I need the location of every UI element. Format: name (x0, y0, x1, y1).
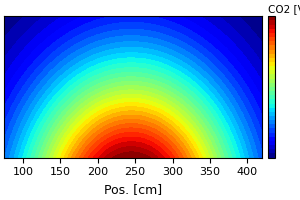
X-axis label: Pos. [cm]: Pos. [cm] (104, 183, 162, 196)
Text: CO2 [V%: CO2 [V% (268, 4, 300, 14)
